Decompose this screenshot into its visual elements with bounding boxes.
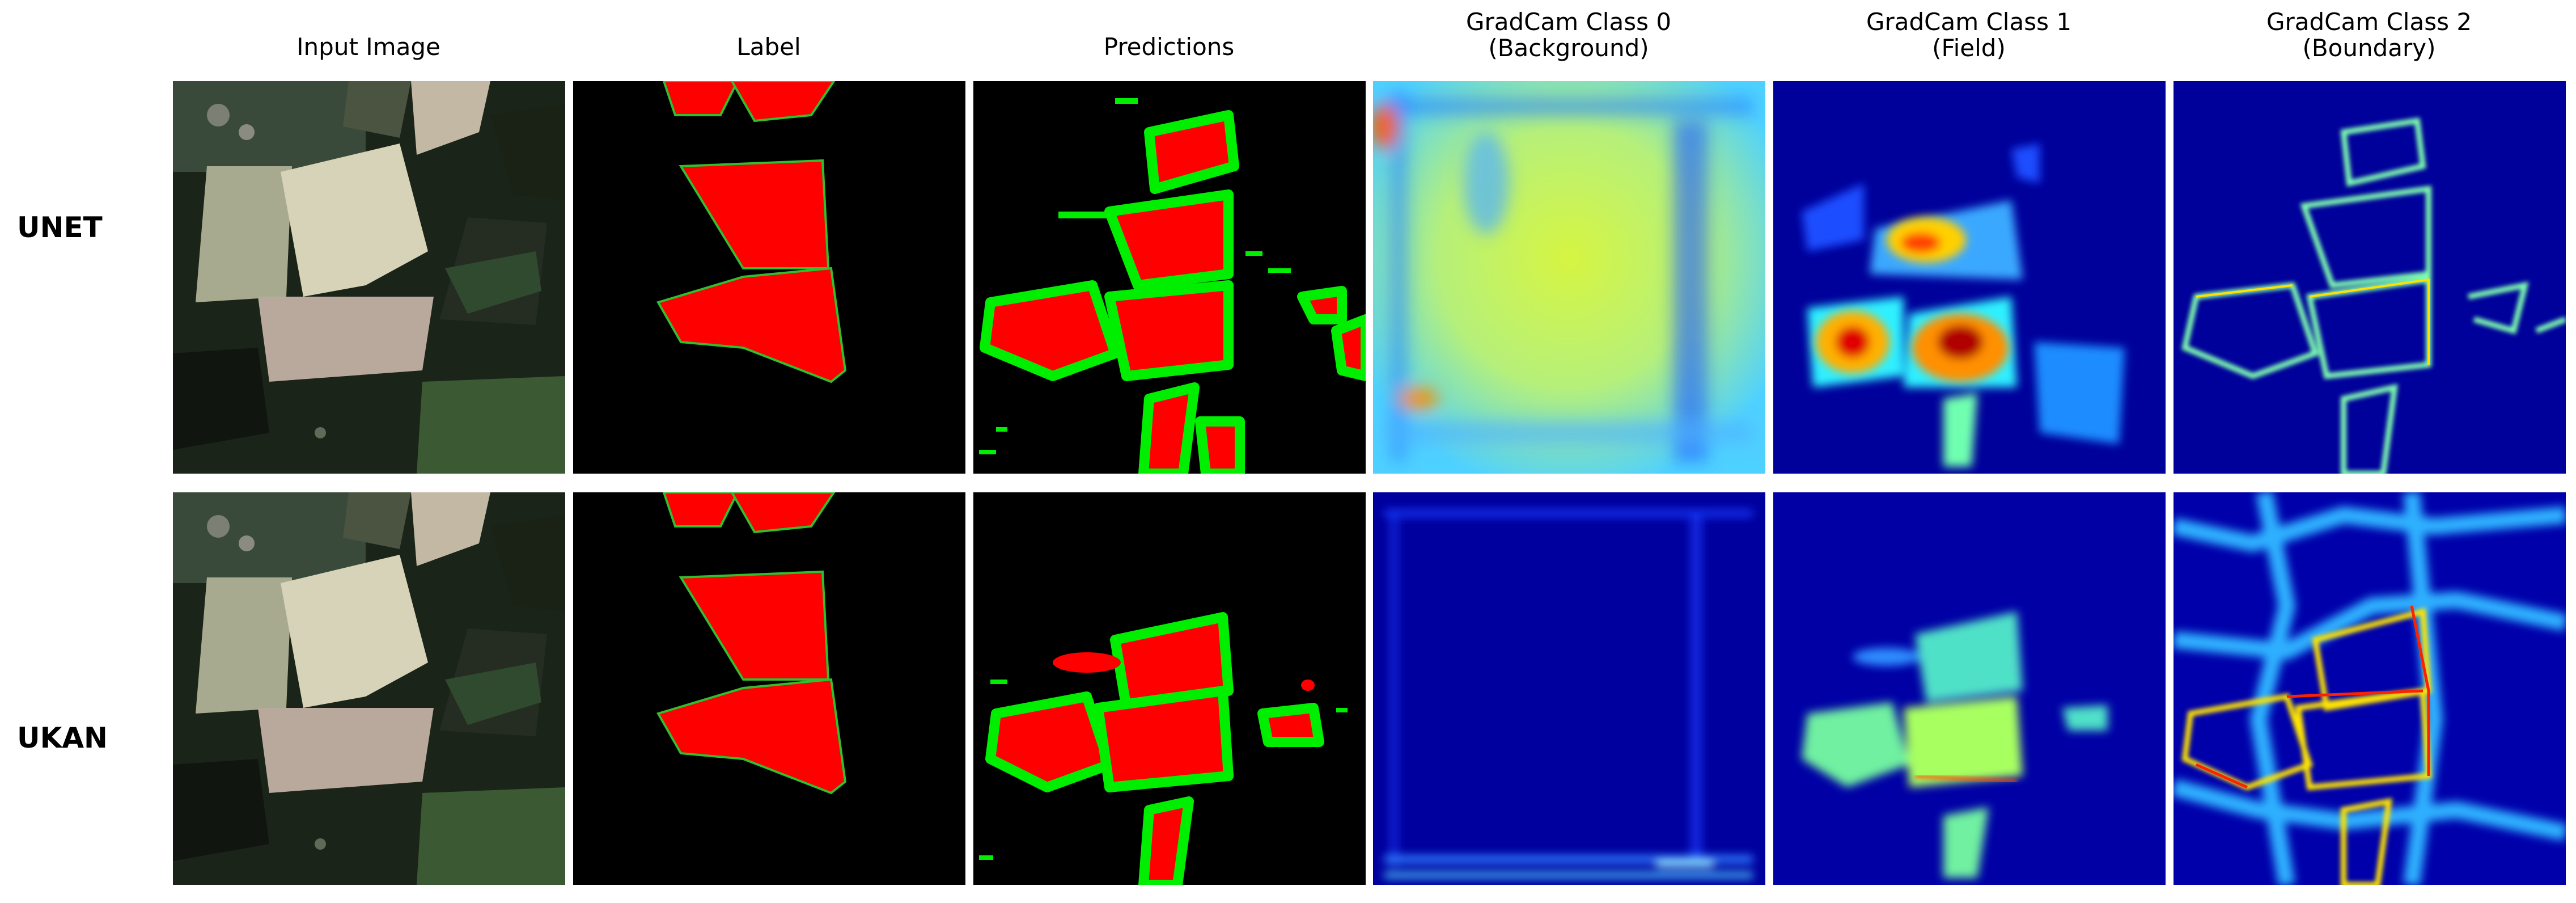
column-title-gradcam-class-2: GradCam Class 2 (Boundary) <box>2266 8 2472 62</box>
unet-label-mask <box>573 81 965 474</box>
column-title-gradcam-class-0: GradCam Class 0 (Background) <box>1465 8 1672 62</box>
ukan-input-image <box>173 492 565 885</box>
unet-gradcam-class-0 <box>1373 81 1765 474</box>
unet-gradcam-class-2 <box>2174 81 2566 474</box>
unet-gradcam-class-1 <box>1773 81 2166 474</box>
ukan-predictions <box>973 492 1366 885</box>
row-label-unet: UNET <box>17 211 103 244</box>
row-label-ukan: UKAN <box>17 721 108 754</box>
ukan-gradcam-class-0 <box>1373 492 1765 885</box>
column-title-predictions: Predictions <box>1103 33 1235 61</box>
column-title-input-image: Input Image <box>296 33 440 61</box>
column-title-label: Label <box>736 33 801 61</box>
ukan-label-mask <box>573 492 965 885</box>
unet-input-image <box>173 81 565 474</box>
unet-predictions <box>973 81 1366 474</box>
column-title-gradcam-class-1: GradCam Class 1 (Field) <box>1866 8 2072 62</box>
ukan-gradcam-class-2 <box>2174 492 2566 885</box>
ukan-gradcam-class-1 <box>1773 492 2166 885</box>
